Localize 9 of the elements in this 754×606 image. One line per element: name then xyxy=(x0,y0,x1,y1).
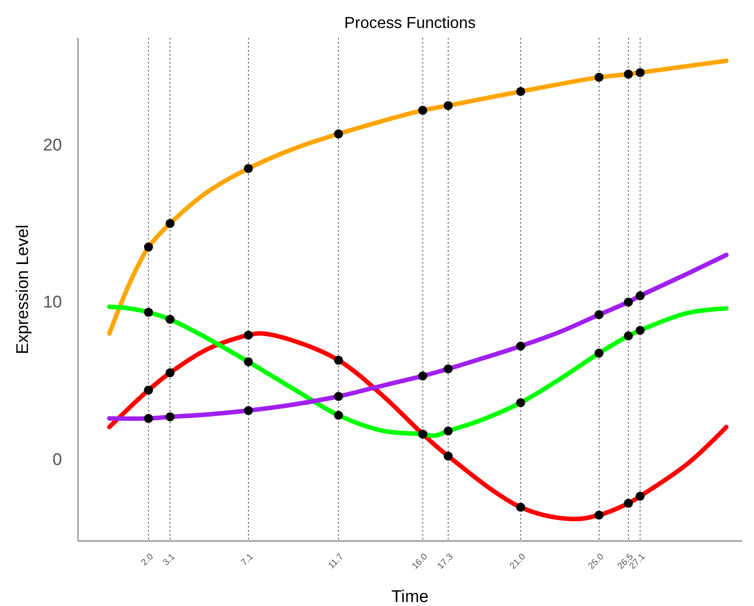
chart-title: Process Functions xyxy=(344,15,476,32)
x-tick-label: 2.0 xyxy=(139,551,156,568)
y-tick-label: 20 xyxy=(43,135,62,154)
y-tick-label: 10 xyxy=(43,292,62,312)
x-tick-label: 7.1 xyxy=(239,551,255,568)
y-axis-title: Expression Level xyxy=(13,224,32,354)
x-axis-title: Time xyxy=(391,587,429,606)
y-tick-label: 0 xyxy=(52,450,62,469)
x-tick-label: 3.1 xyxy=(160,551,177,568)
